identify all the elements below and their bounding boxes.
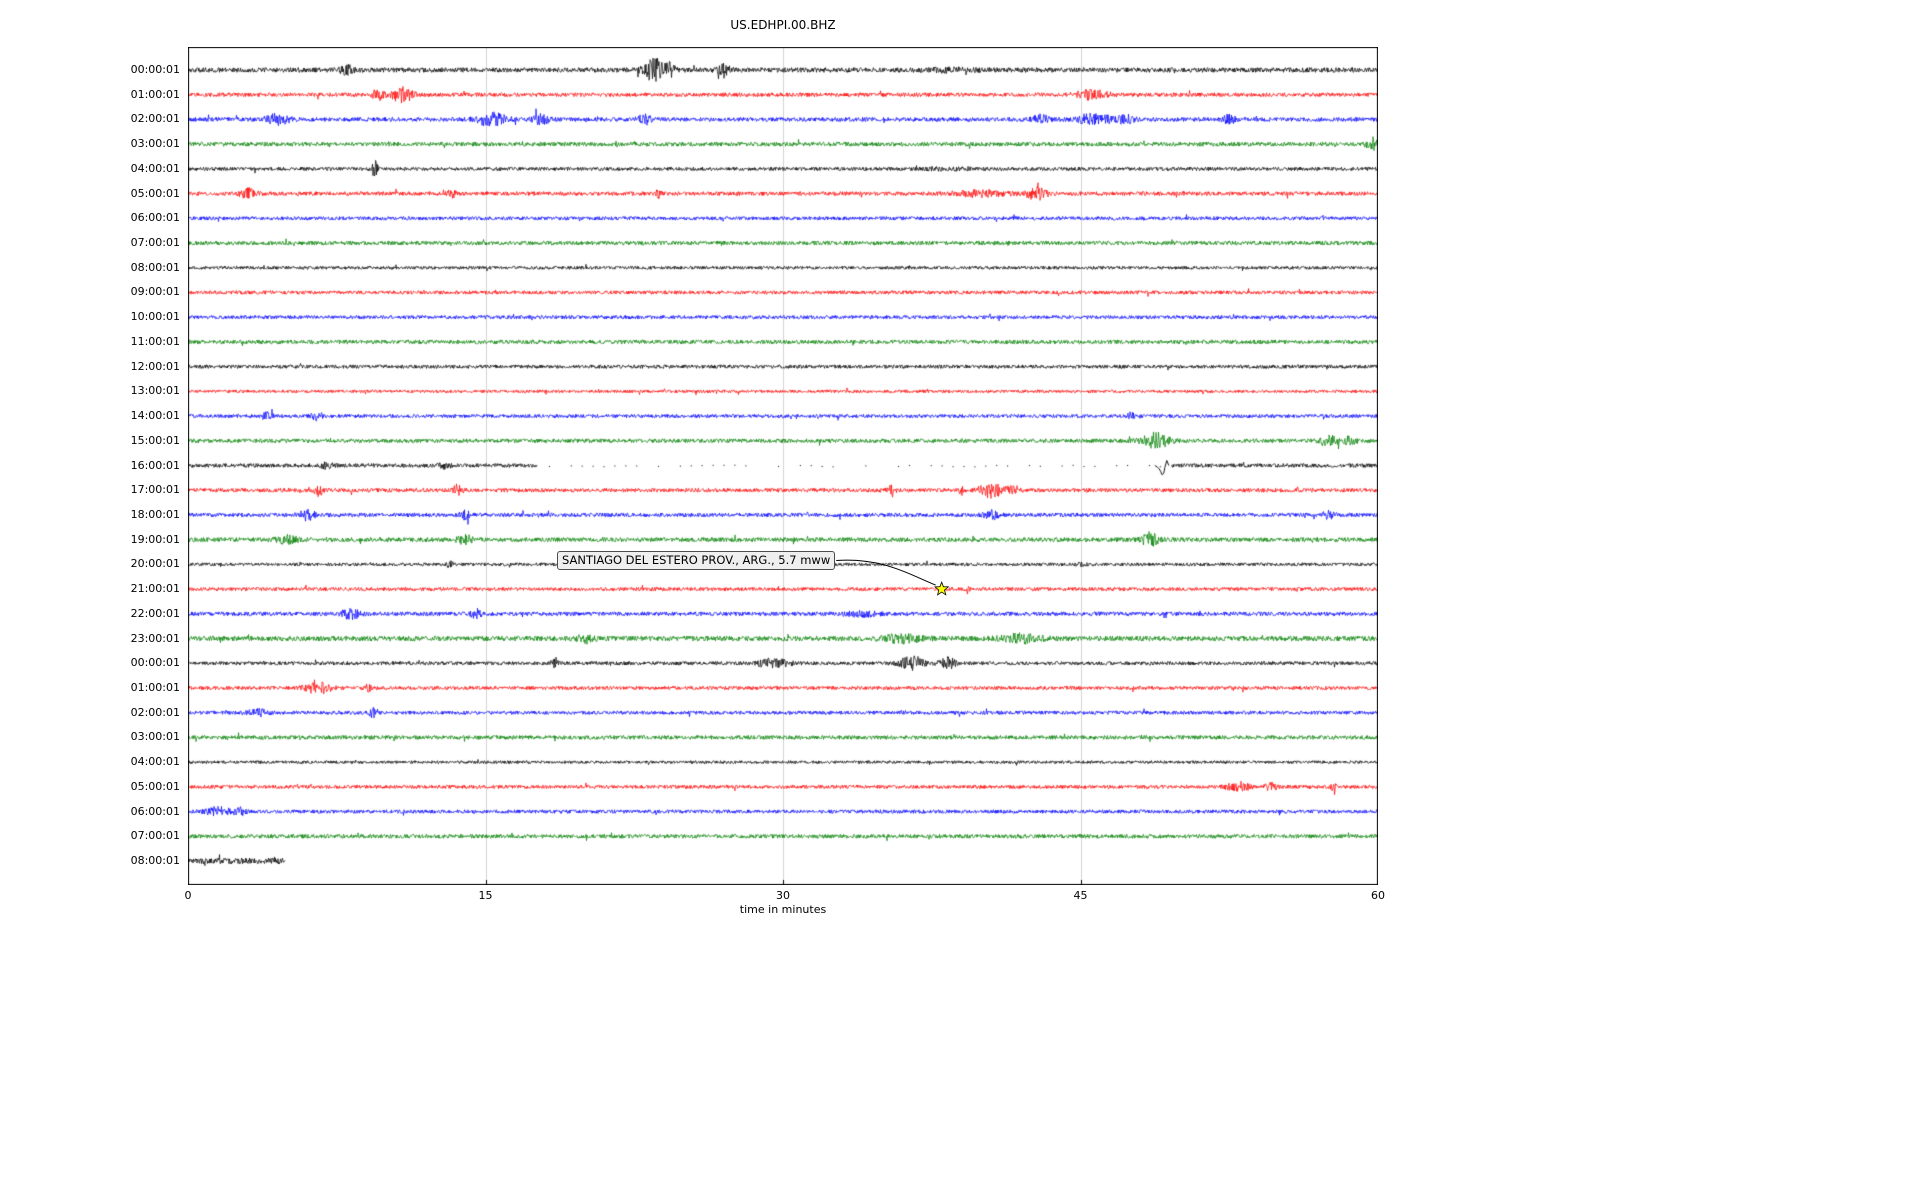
row-label: 15:00:01 [130, 433, 180, 447]
row-label: 12:00:01 [130, 359, 180, 373]
chart-title: US.EDHPI.00.BHZ [730, 18, 836, 32]
row-label: 23:00:01 [130, 631, 180, 645]
row-label: 11:00:01 [130, 334, 180, 348]
x-tick-label: 60 [1371, 889, 1385, 902]
x-tick-label: 30 [776, 889, 790, 902]
x-tick-label: 15 [478, 889, 493, 902]
row-label: 06:00:01 [130, 211, 180, 225]
annotation-box: SANTIAGO DEL ESTERO PROV., ARG., 5.7 mww [557, 551, 836, 570]
row-label: 19:00:01 [130, 532, 180, 546]
row-label: 07:00:01 [130, 829, 180, 843]
row-label: 07:00:01 [130, 236, 180, 250]
x-tick-label: 0 [184, 889, 192, 902]
row-label: 13:00:01 [130, 384, 180, 398]
trace-canvas [188, 47, 1378, 885]
row-label: 03:00:01 [130, 730, 180, 744]
row-label: 22:00:01 [130, 606, 180, 620]
x-tick-label: 45 [1073, 889, 1088, 902]
row-label: 09:00:01 [130, 285, 180, 299]
row-label: 10:00:01 [130, 310, 180, 324]
row-label: 05:00:01 [130, 186, 180, 200]
row-label: 16:00:01 [130, 458, 180, 472]
row-label: 05:00:01 [130, 779, 180, 793]
row-label: 02:00:01 [130, 705, 180, 719]
row-label: 00:00:01 [130, 63, 180, 76]
row-label: 06:00:01 [130, 804, 180, 818]
row-label: 01:00:01 [130, 87, 180, 101]
row-label: 14:00:01 [130, 409, 180, 423]
row-label: 18:00:01 [130, 507, 180, 521]
row-label: 04:00:01 [130, 161, 180, 175]
row-label: 04:00:01 [130, 755, 180, 769]
annotation-text: SANTIAGO DEL ESTERO PROV., ARG., 5.7 mww [562, 553, 831, 567]
row-label: 02:00:01 [130, 112, 180, 126]
x-axis-label: time in minutes [739, 903, 827, 916]
row-label: 08:00:01 [130, 854, 180, 867]
row-label: 08:00:01 [130, 260, 180, 274]
row-label: 17:00:01 [130, 483, 180, 497]
row-label: 01:00:01 [130, 680, 180, 694]
row-label: 00:00:01 [130, 656, 180, 670]
row-label: 21:00:01 [130, 582, 180, 596]
row-label: 20:00:01 [130, 557, 180, 571]
row-label: 03:00:01 [130, 137, 180, 151]
